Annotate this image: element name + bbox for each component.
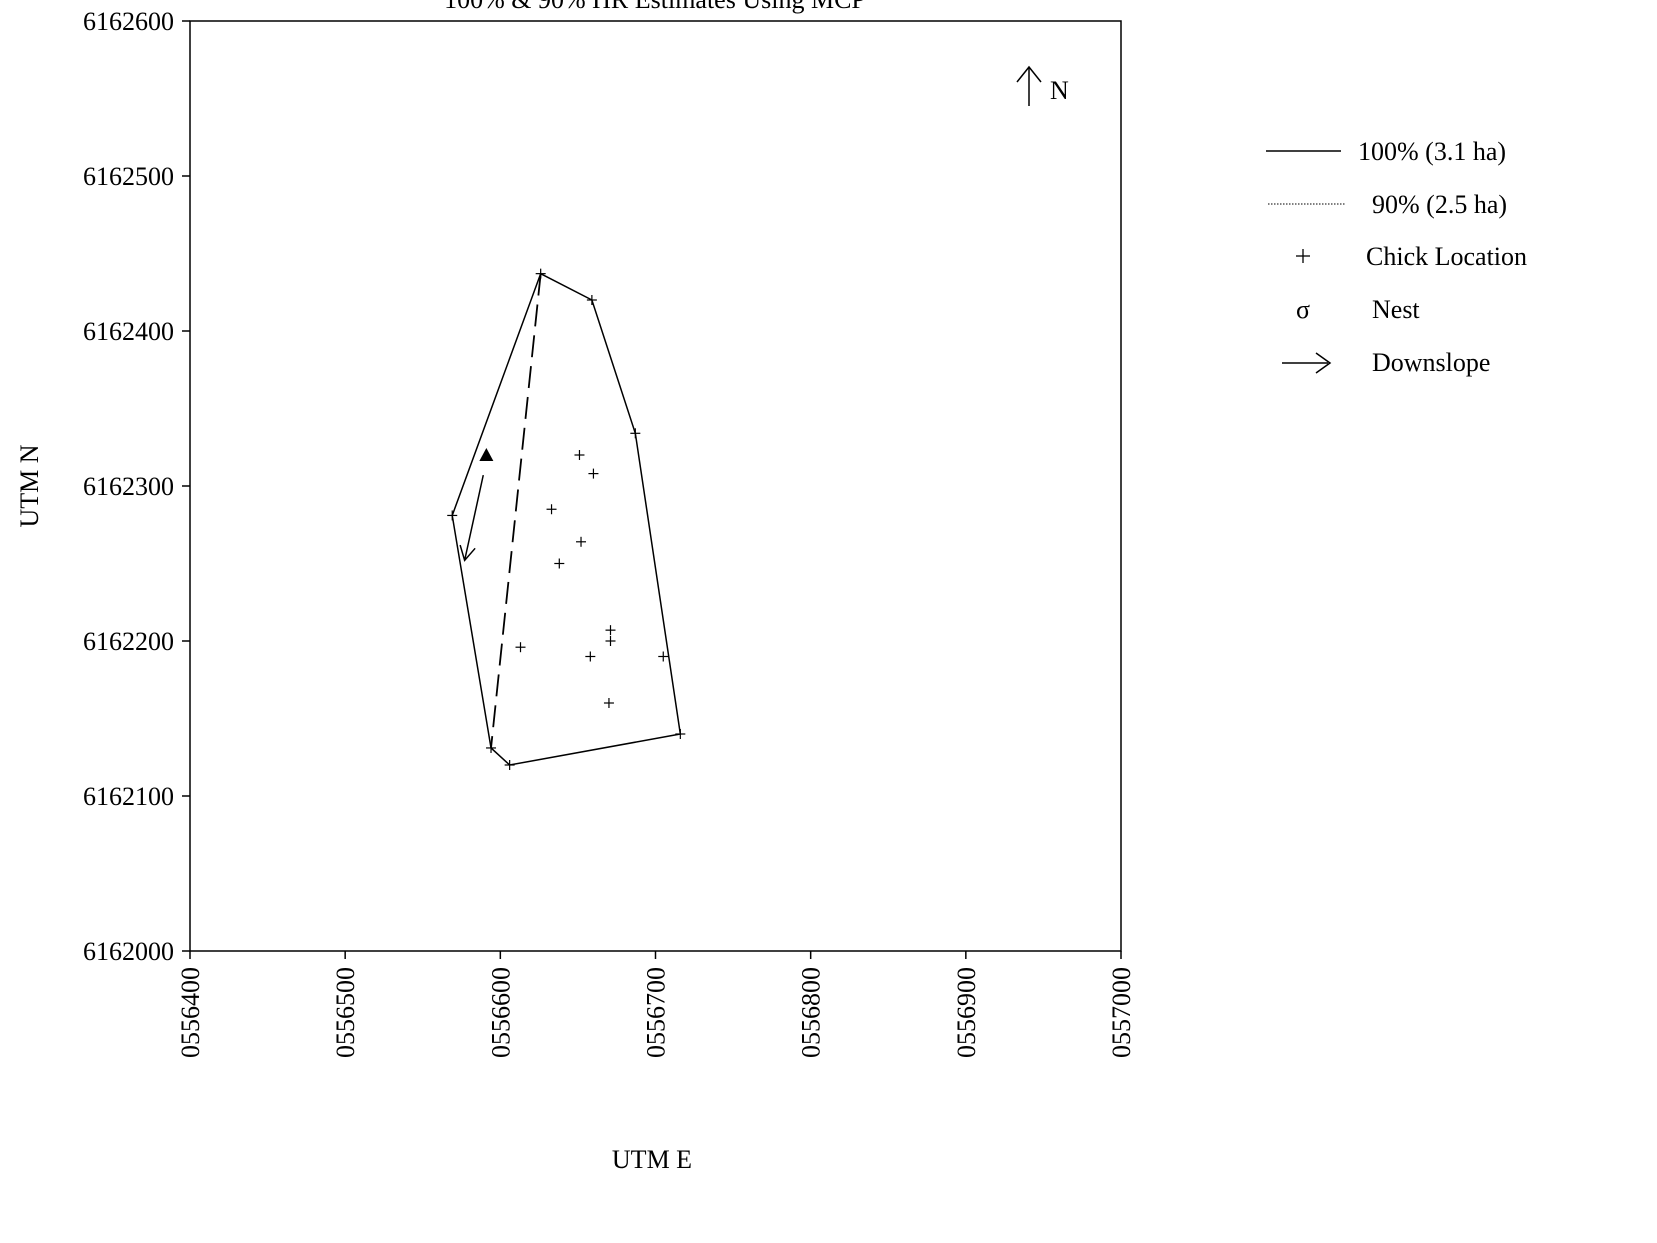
- chick-location-point: [574, 450, 585, 460]
- chick-location-point: [605, 625, 616, 636]
- chick-location-point: [504, 760, 515, 770]
- chart-title: 100% & 90% HR Estimates Using MCP: [444, 0, 866, 14]
- chick-location-point: [546, 504, 557, 515]
- chick-location-point: [515, 642, 526, 653]
- north-label: N: [1050, 76, 1069, 105]
- legend-item: Downslope: [1282, 348, 1490, 377]
- chick-location-point: [658, 651, 669, 662]
- y-tick-label: 6162200: [83, 627, 174, 656]
- y-axis-title: UTM N: [15, 444, 44, 527]
- legend-label: Chick Location: [1366, 242, 1527, 271]
- downslope-arrow: [459, 474, 484, 562]
- legend-item: Chick Location: [1296, 242, 1527, 271]
- chick-location-point: [675, 729, 686, 739]
- chick-location-point: [585, 651, 596, 662]
- legend: 100% (3.1 ha) 90% (2.5 ha) Chick Location σ…: [1266, 137, 1527, 377]
- legend-label: Nest: [1372, 295, 1420, 324]
- series-layer: [447, 268, 686, 770]
- legend-label: 100% (3.1 ha): [1358, 137, 1506, 166]
- chick-location-point: [576, 536, 587, 547]
- y-tick-label: 6162500: [83, 162, 174, 191]
- x-tick-label: 0556400: [176, 967, 205, 1058]
- y-tick-label: 6162400: [83, 317, 174, 346]
- chick-location-point: [486, 742, 497, 753]
- legend-item: 100% (3.1 ha): [1266, 137, 1506, 166]
- nest-marker: [479, 448, 494, 461]
- mcp-90-boundary: [490, 273, 542, 749]
- chick-location-point: [586, 295, 597, 305]
- x-tick-label: 0556800: [797, 967, 826, 1058]
- y-axis: 6162000 6162100 6162200 6162300 6162400 61625…: [83, 7, 190, 966]
- legend-label: Downslope: [1372, 348, 1490, 377]
- x-tick-label: 0556900: [952, 967, 981, 1058]
- plot-area: [189, 20, 1122, 952]
- y-tick-label: 6162100: [83, 782, 174, 811]
- chick-location-point: [605, 636, 616, 646]
- y-tick-label: 6162000: [83, 937, 174, 966]
- north-arrow: N: [1016, 65, 1069, 106]
- y-tick-label: 6162600: [83, 7, 174, 36]
- x-tick-label: 0556600: [486, 967, 515, 1058]
- x-tick-label: 0557000: [1107, 967, 1136, 1058]
- chick-location-point: [603, 698, 614, 708]
- legend-item: 90% (2.5 ha): [1268, 190, 1507, 219]
- x-tick-label: 0556500: [331, 967, 360, 1058]
- chick-location-point: [535, 268, 546, 279]
- x-axis-title: UTM E: [612, 1145, 692, 1174]
- mcp-100-polygon: [451, 272, 682, 766]
- chick-location-point: [630, 428, 641, 439]
- chick-location-point: [588, 468, 599, 479]
- legend-sigma-icon: σ: [1296, 295, 1310, 324]
- legend-item: σ Nest: [1296, 295, 1420, 324]
- chick-location-point: [554, 558, 565, 569]
- x-tick-label: 0556700: [642, 967, 671, 1058]
- y-tick-label: 6162300: [83, 472, 174, 501]
- x-axis: 0556400 0556500 0556600 0556700 0556800 05569…: [176, 951, 1136, 1058]
- legend-label: 90% (2.5 ha): [1372, 190, 1507, 219]
- chick-location-point: [447, 510, 458, 521]
